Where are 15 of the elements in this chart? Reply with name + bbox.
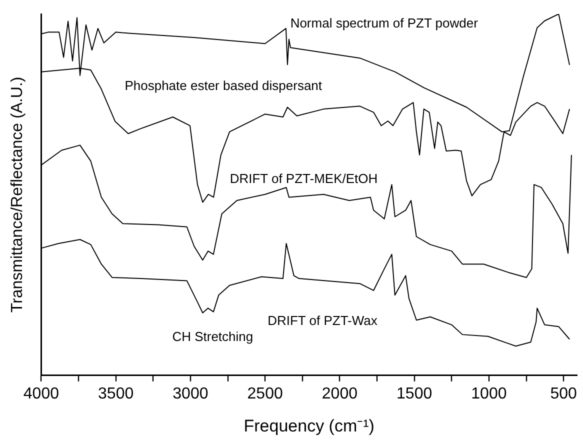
x-tick-label: 2000 — [322, 385, 358, 402]
series-label: Normal spectrum of PZT powder — [290, 15, 479, 30]
x-tick-label: 3500 — [98, 385, 134, 402]
x-tick-label: 4000 — [23, 385, 60, 402]
x-tick-label: 500 — [550, 385, 578, 402]
x-tick-label: 2500 — [247, 385, 283, 402]
x-tick-label: 1500 — [396, 385, 432, 402]
series-label: DRIFT of PZT-MEK/EtOH — [230, 171, 378, 186]
annotation: CH Stretching — [172, 329, 254, 344]
y-axis-title: Transmittance/Reflectance (A.U.) — [9, 76, 26, 313]
x-axis-title: Frequency (cm⁻¹) — [244, 416, 374, 436]
x-tick-label: 1000 — [471, 385, 507, 402]
series-label: DRIFT of PZT-Wax — [268, 312, 378, 328]
series-label: Phosphate ester based dispersant — [124, 78, 322, 93]
x-tick-label: 3000 — [172, 385, 208, 402]
